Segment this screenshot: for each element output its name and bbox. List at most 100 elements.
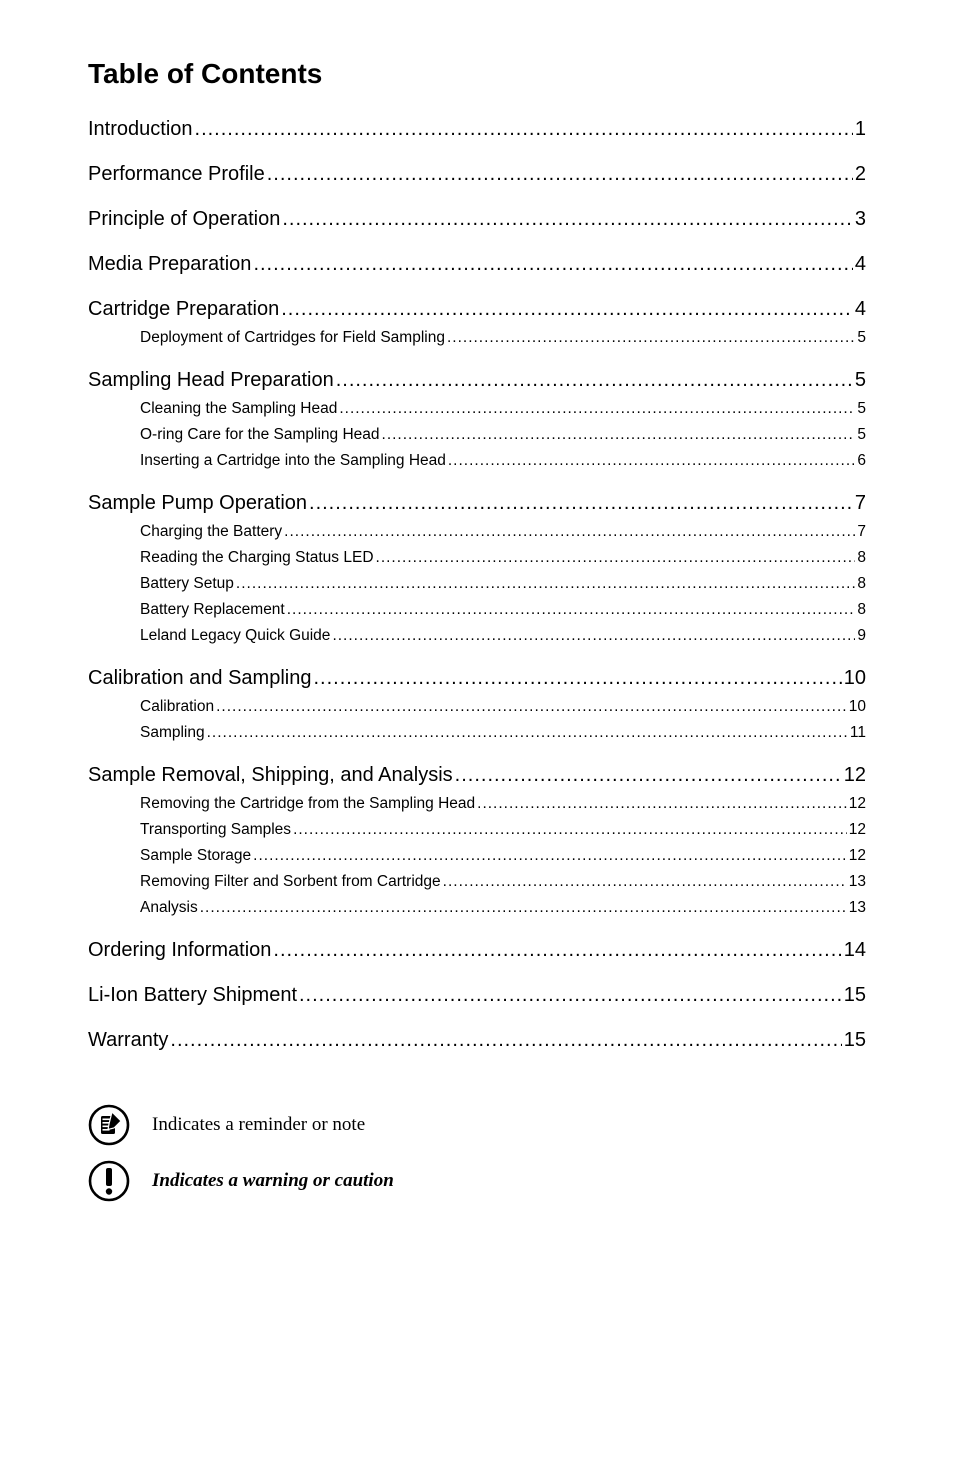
toc-entry-dots: ........................................…: [287, 602, 856, 618]
toc-entry-page: 5: [857, 426, 866, 444]
toc-entry-label: Reading the Charging Status LED: [140, 549, 374, 567]
toc-entry-page: 7: [855, 492, 866, 515]
toc-entry-label: Removing Filter and Sorbent from Cartrid…: [140, 873, 441, 891]
toc-entry-label: Calibration and Sampling: [88, 667, 311, 690]
toc-entry-page: 2: [855, 163, 866, 186]
toc-entry: Sample Removal, Shipping, and Analysis..…: [88, 764, 866, 787]
toc-entry: Calibration and Sampling................…: [88, 667, 866, 690]
toc-entry-label: Ordering Information: [88, 939, 271, 962]
toc-entry-label: Battery Setup: [140, 575, 234, 593]
toc-entry-page: 4: [855, 298, 866, 321]
toc-entry-page: 12: [849, 847, 866, 865]
toc-entry: Analysis................................…: [140, 899, 866, 917]
toc-entry-dots: ........................................…: [309, 493, 853, 513]
toc-entry: Sampling Head Preparation...............…: [88, 369, 866, 392]
toc-entry-page: 1: [855, 118, 866, 141]
toc-entry-dots: ........................................…: [448, 453, 856, 469]
toc-entry-page: 10: [844, 667, 866, 690]
toc-entry-dots: ........................................…: [293, 822, 847, 838]
toc-entry: Performance Profile.....................…: [88, 163, 866, 186]
toc-entry-dots: ........................................…: [313, 668, 841, 688]
toc-entry: Principle of Operation..................…: [88, 208, 866, 231]
toc-entry-label: Sampling: [140, 724, 205, 742]
toc-entry-dots: ........................................…: [253, 848, 847, 864]
toc-entry-label: Sample Pump Operation: [88, 492, 307, 515]
toc-entry: Removing the Cartridge from the Sampling…: [140, 795, 866, 813]
toc-entry: Charging the Battery....................…: [140, 523, 866, 541]
toc-entry-dots: ........................................…: [195, 119, 853, 139]
toc-entry-page: 15: [844, 1029, 866, 1052]
legend-row-note: Indicates a reminder or note: [88, 1104, 866, 1146]
toc-entry-page: 15: [844, 984, 866, 1007]
note-icon: [88, 1104, 130, 1146]
toc-entry-label: Calibration: [140, 698, 214, 716]
toc-entry: Inserting a Cartridge into the Sampling …: [140, 452, 866, 470]
toc-entry: Media Preparation.......................…: [88, 253, 866, 276]
toc-entry-page: 4: [855, 253, 866, 276]
legend-row-caution: Indicates a warning or caution: [88, 1160, 866, 1202]
toc-entry-dots: ........................................…: [170, 1030, 841, 1050]
toc-entry-label: Battery Replacement: [140, 601, 285, 619]
toc-entry-dots: ........................................…: [267, 164, 853, 184]
toc-entry: Cleaning the Sampling Head..............…: [140, 400, 866, 418]
toc-entry-label: Analysis: [140, 899, 198, 917]
toc-entry-dots: ........................................…: [382, 427, 856, 443]
legend: Indicates a reminder or note Indicates a…: [88, 1104, 866, 1202]
toc-entry-dots: ........................................…: [282, 209, 853, 229]
toc-entry-page: 8: [857, 601, 866, 619]
page-title: Table of Contents: [88, 58, 866, 90]
toc-entry: Ordering Information....................…: [88, 939, 866, 962]
toc-entry-page: 11: [850, 724, 866, 742]
toc-entry-label: Cleaning the Sampling Head: [140, 400, 337, 418]
toc-entry: Removing Filter and Sorbent from Cartrid…: [140, 873, 866, 891]
toc-entry-label: Performance Profile: [88, 163, 265, 186]
toc-entry: Deployment of Cartridges for Field Sampl…: [140, 329, 866, 347]
toc-entry-page: 13: [849, 873, 866, 891]
toc-entry-page: 3: [855, 208, 866, 231]
toc-entry-label: Leland Legacy Quick Guide: [140, 627, 330, 645]
toc-entry: Sample Pump Operation...................…: [88, 492, 866, 515]
toc-entry-label: Media Preparation: [88, 253, 251, 276]
toc-entry-label: Transporting Samples: [140, 821, 291, 839]
toc-entry-label: Warranty: [88, 1029, 168, 1052]
toc-entry-label: Charging the Battery: [140, 523, 282, 541]
toc-entry-dots: ........................................…: [200, 900, 847, 916]
toc-entry-label: Deployment of Cartridges for Field Sampl…: [140, 329, 445, 347]
toc-entry: Transporting Samples....................…: [140, 821, 866, 839]
toc-entry-dots: ........................................…: [253, 254, 852, 274]
toc-entry: Sampling................................…: [140, 724, 866, 742]
toc-entry-page: 12: [844, 764, 866, 787]
page-root: Table of Contents Introduction..........…: [0, 0, 954, 1475]
toc-entry-dots: ........................................…: [236, 576, 855, 592]
toc-entry: Introduction............................…: [88, 118, 866, 141]
toc-entry-label: Removing the Cartridge from the Sampling…: [140, 795, 475, 813]
toc-entry-dots: ........................................…: [207, 725, 848, 741]
toc-entry: Calibration.............................…: [140, 698, 866, 716]
toc-entry-dots: ........................................…: [216, 699, 847, 715]
toc-entry-dots: ........................................…: [284, 524, 855, 540]
toc-entry: O-ring Care for the Sampling Head.......…: [140, 426, 866, 444]
toc-entry-label: Inserting a Cartridge into the Sampling …: [140, 452, 446, 470]
toc-entry-label: Principle of Operation: [88, 208, 280, 231]
toc-entry-dots: ........................................…: [339, 401, 855, 417]
legend-caution-text: Indicates a warning or caution: [152, 1170, 394, 1192]
toc-entry-page: 12: [849, 795, 866, 813]
toc-entry-page: 5: [855, 369, 866, 392]
toc-entry: Li-Ion Battery Shipment.................…: [88, 984, 866, 1007]
toc-entry: Leland Legacy Quick Guide...............…: [140, 627, 866, 645]
toc-entry-dots: ........................................…: [336, 370, 853, 390]
toc-entry-label: Sample Storage: [140, 847, 251, 865]
toc-entry-page: 7: [857, 523, 866, 541]
toc-entry-page: 14: [844, 939, 866, 962]
toc-entry-page: 9: [857, 627, 866, 645]
toc-entry: Sample Storage..........................…: [140, 847, 866, 865]
toc-entry-label: O-ring Care for the Sampling Head: [140, 426, 380, 444]
toc-entry-page: 10: [849, 698, 866, 716]
toc-entry-dots: ........................................…: [477, 796, 847, 812]
toc-entry-dots: ........................................…: [376, 550, 856, 566]
toc-entry-page: 5: [857, 400, 866, 418]
toc-entry: Battery Replacement.....................…: [140, 601, 866, 619]
toc-entry-page: 8: [857, 575, 866, 593]
toc-entry-label: Introduction: [88, 118, 193, 141]
toc-entry-dots: ........................................…: [332, 628, 855, 644]
